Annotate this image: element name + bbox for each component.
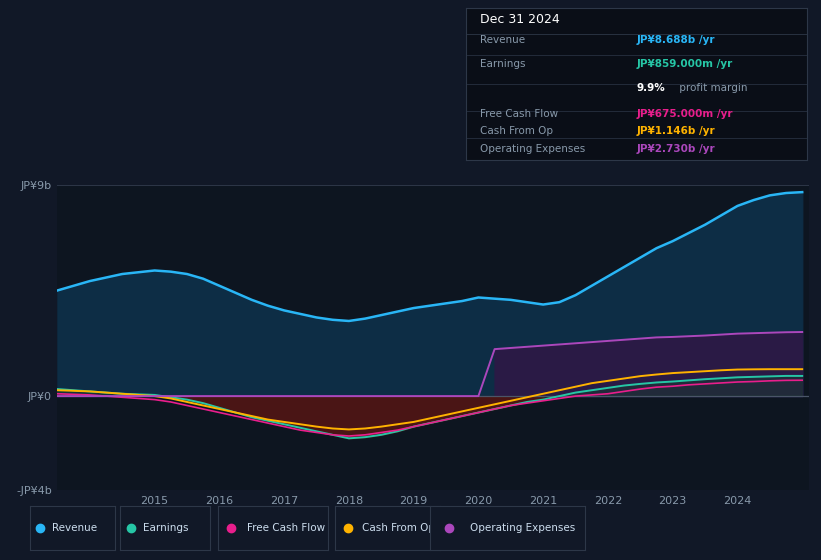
Text: Cash From Op: Cash From Op bbox=[362, 523, 435, 533]
Text: Dec 31 2024: Dec 31 2024 bbox=[480, 13, 560, 26]
Text: Revenue: Revenue bbox=[52, 523, 97, 533]
Text: profit margin: profit margin bbox=[676, 83, 747, 94]
Text: JP¥1.146b /yr: JP¥1.146b /yr bbox=[637, 127, 715, 136]
Text: Free Cash Flow: Free Cash Flow bbox=[480, 109, 558, 119]
Text: JP¥859.000m /yr: JP¥859.000m /yr bbox=[637, 59, 733, 69]
Text: Revenue: Revenue bbox=[480, 35, 525, 45]
Text: Earnings: Earnings bbox=[480, 59, 525, 69]
Text: 9.9%: 9.9% bbox=[637, 83, 666, 94]
Text: Operating Expenses: Operating Expenses bbox=[480, 144, 585, 154]
Text: Operating Expenses: Operating Expenses bbox=[470, 523, 576, 533]
Text: Free Cash Flow: Free Cash Flow bbox=[246, 523, 325, 533]
Text: Earnings: Earnings bbox=[144, 523, 189, 533]
Text: JP¥675.000m /yr: JP¥675.000m /yr bbox=[637, 109, 733, 119]
Text: JP¥8.688b /yr: JP¥8.688b /yr bbox=[637, 35, 715, 45]
Text: Cash From Op: Cash From Op bbox=[480, 127, 553, 136]
Text: JP¥2.730b /yr: JP¥2.730b /yr bbox=[637, 144, 715, 154]
